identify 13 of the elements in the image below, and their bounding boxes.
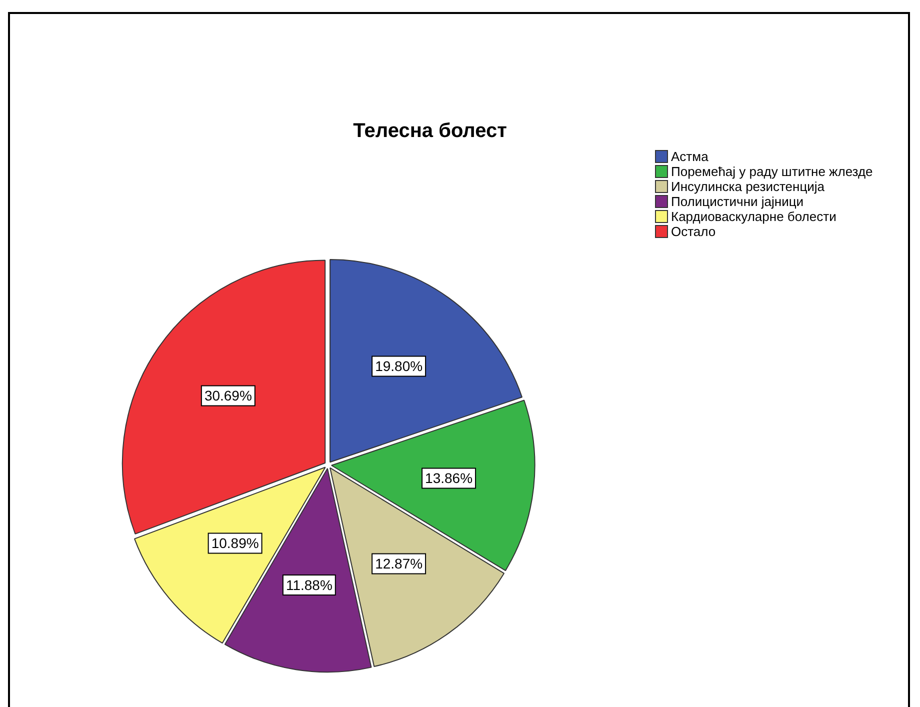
legend-label: Остало	[671, 224, 716, 239]
data-label: 12.87%	[375, 556, 423, 572]
data-label: 19.80%	[375, 358, 423, 374]
legend-label: Астма	[671, 149, 708, 164]
legend-label: Поремећај у раду штитне жлезде	[671, 164, 873, 179]
data-label: 13.86%	[425, 470, 473, 486]
legend-label: Инсулинска резистенција	[671, 179, 825, 194]
data-label: 11.88%	[286, 576, 332, 593]
legend-label: Полицистични јајници	[671, 194, 804, 209]
data-label: 30.69%	[204, 388, 252, 404]
legend-label: Кардиоваскуларне болести	[671, 209, 836, 224]
data-label: 10.89%	[211, 535, 259, 552]
chart-title: Телесна болест	[352, 120, 508, 143]
